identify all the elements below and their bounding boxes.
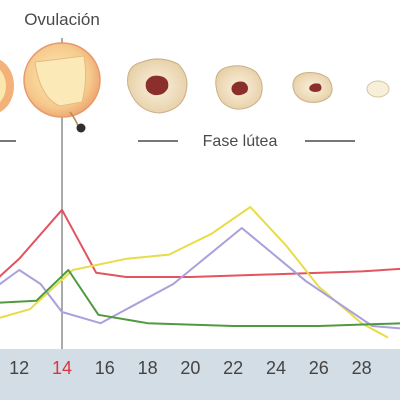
x-axis-band <box>0 349 400 400</box>
ovulating-follicle-icon <box>23 42 101 133</box>
corpus-albicans-icon <box>366 80 390 98</box>
x-tick-label: 18 <box>138 358 158 378</box>
x-tick-label: 26 <box>309 358 329 378</box>
corpus-luteum-icon <box>292 72 333 103</box>
green-hormone-line <box>0 269 400 327</box>
luteal-phase-label: Fase lútea <box>203 133 278 150</box>
blue-hormone-line <box>0 227 400 330</box>
x-tick-label: 20 <box>180 358 200 378</box>
x-tick-label: 12 <box>9 358 29 378</box>
x-axis-ticks: 12 14 16 18 20 22 24 26 28 <box>9 358 371 378</box>
x-tick-label: 28 <box>352 358 372 378</box>
x-tick-label: 22 <box>223 358 243 378</box>
corpus-luteum-icon <box>215 65 263 110</box>
x-tick-label: 14 <box>52 358 72 378</box>
corpus-luteum-icon <box>127 58 188 114</box>
x-tick-label: 16 <box>95 358 115 378</box>
x-tick-label: 24 <box>266 358 286 378</box>
hormone-curves <box>0 206 400 339</box>
red-hormone-line <box>0 208 400 278</box>
ovulation-label: Ovulación <box>24 10 100 29</box>
follicle-icon <box>0 59 14 113</box>
